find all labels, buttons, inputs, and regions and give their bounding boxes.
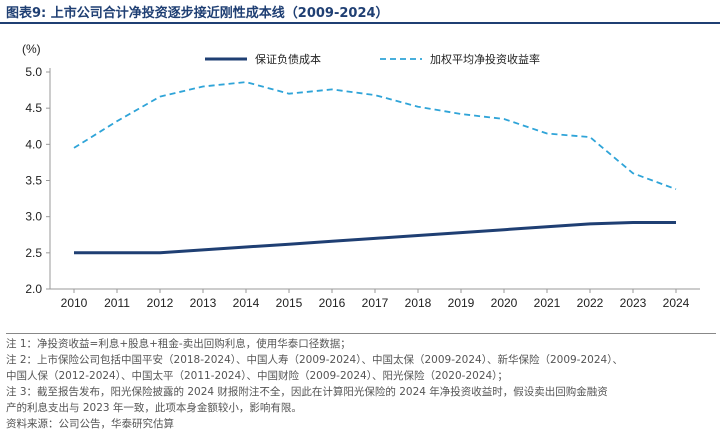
notes: 注 1：净投资收益=利息+股息+租金-卖出回购利息，使用华泰口径数据； 注 2：… xyxy=(6,333,716,432)
y-axis-unit: (%) xyxy=(22,42,41,56)
x-tick-label: 2017 xyxy=(362,296,389,310)
x-tick-label: 2015 xyxy=(276,296,303,310)
x-tick-label: 2014 xyxy=(233,296,260,310)
note-3: 注 3：截至报告发布，阳光保险披露的 2024 财报附注不全，因此在计算阳光保险… xyxy=(6,386,608,398)
series-line-2 xyxy=(73,81,677,191)
x-tick-label: 2019 xyxy=(448,296,475,310)
series-lines xyxy=(73,81,677,255)
source-note: 资料来源：公司公告，华泰研究估算 xyxy=(6,418,174,430)
x-tick-label: 2018 xyxy=(405,296,432,310)
legend-label-2: 加权平均净投资收益率 xyxy=(430,52,540,66)
x-tick-label: 2021 xyxy=(534,296,561,310)
y-tick-label: 3.5 xyxy=(25,174,42,188)
figure-title: 图表9: 上市公司合计净投资逐步接近刚性成本线（2009-2024） xyxy=(6,6,389,21)
legend: 保证负债成本 加权平均净投资收益率 xyxy=(205,52,540,66)
note-2: 注 2：上市保险公司包括中国平安（2018-2024）、中国人寿（2009-20… xyxy=(6,354,623,366)
x-tick-label: 2011 xyxy=(104,296,130,310)
title-bar: 图表9: 上市公司合计净投资逐步接近刚性成本线（2009-2024） xyxy=(0,0,720,24)
note-2-cont: 中国人保（2012-2024）、中国太平（2011-2024）、中国财险（200… xyxy=(6,370,508,382)
x-tick-label: 2024 xyxy=(663,296,690,310)
y-tick-label: 4.5 xyxy=(25,101,42,115)
x-tick-label: 2022 xyxy=(577,296,604,310)
line-chart: (%) 2.0 2.5 3.0 3.5 4.0 4.5 5.0 2010 2011 2012 2013… xyxy=(22,42,700,310)
x-tick-label: 2023 xyxy=(620,296,647,310)
y-tick-label: 5.0 xyxy=(25,65,42,79)
y-tick-label: 3.0 xyxy=(25,210,42,224)
series-line-1 xyxy=(74,221,676,255)
axes: (%) 2.0 2.5 3.0 3.5 4.0 4.5 5.0 2010 2011 2012 2013… xyxy=(22,42,700,310)
x-tick-label: 2016 xyxy=(319,296,346,310)
x-tick-label: 2012 xyxy=(147,296,174,310)
y-tick-label: 2.0 xyxy=(25,282,42,296)
x-tick-label: 2020 xyxy=(491,296,518,310)
y-tick-label: 4.0 xyxy=(25,137,42,151)
note-3-cont: 产的利息支出与 2023 年一致，此项本身金额较小，影响有限。 xyxy=(6,402,302,414)
x-tick-label: 2010 xyxy=(61,296,88,310)
x-tick-label: 2013 xyxy=(190,296,217,310)
y-tick-label: 2.5 xyxy=(25,246,42,260)
legend-label-1: 保证负债成本 xyxy=(255,52,321,66)
note-1: 注 1：净投资收益=利息+股息+租金-卖出回购利息，使用华泰口径数据； xyxy=(6,338,351,350)
